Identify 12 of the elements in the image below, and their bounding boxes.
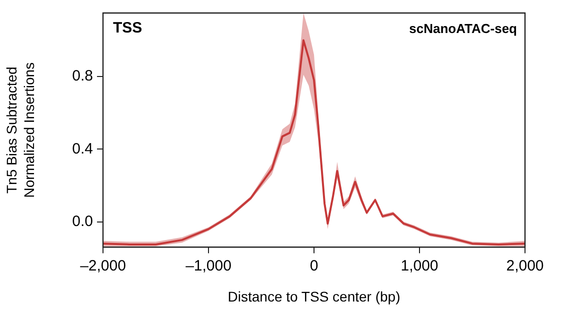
x-tick-label: 0 [310,257,318,274]
y-tick-label: 0.8 [72,68,93,85]
x-tick-label: –2,000 [80,257,126,274]
x-tick-label: –1,000 [186,257,232,274]
y-tick-label: 0.0 [72,212,93,230]
x-tick-label: 1,000 [400,257,438,274]
y-axis-title: Tn5 Bias Subtracted Normalized Insertions [4,62,38,198]
y-tick-label: 0.4 [72,140,93,158]
annotation: scNanoATAC-seq [409,21,518,36]
text: TSS [113,20,142,37]
x-axis-title: Distance to TSS center (bp) [228,288,400,304]
x-tick-label: 2,000 [506,257,544,274]
